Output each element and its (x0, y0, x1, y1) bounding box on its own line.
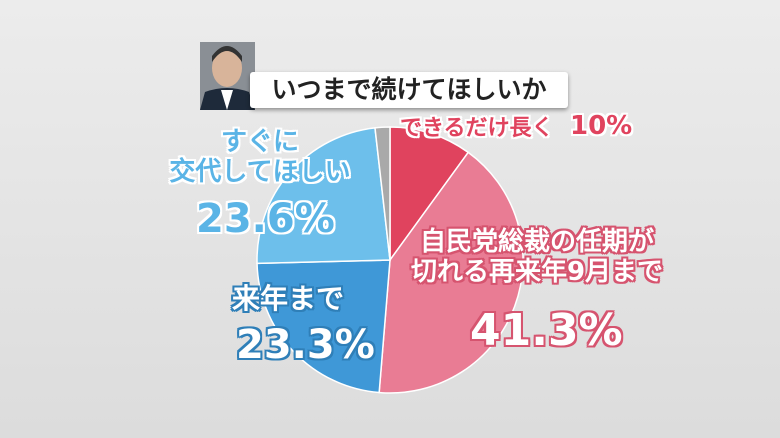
pie-slice (256, 127, 391, 265)
chart-title: いつまで続けてほしいか (250, 72, 568, 108)
portrait (200, 42, 255, 110)
pie-slice (378, 151, 524, 394)
value-label: 23.3% (236, 322, 375, 368)
value-label: 10% (570, 111, 633, 141)
pie-slice (389, 126, 470, 263)
slice-label: すぐに 交代してほしい (169, 127, 351, 187)
pie-slice (374, 126, 391, 261)
slice-label: 自民党総裁の任期が 切れる再来年9月まで (410, 227, 664, 287)
value-label: 23.6% (196, 196, 335, 242)
slice-label: 来年まで (232, 282, 345, 315)
value-label: 41.3% (470, 305, 623, 356)
pie-slice (256, 259, 391, 394)
slice-label: できるだけ長く (400, 116, 554, 141)
